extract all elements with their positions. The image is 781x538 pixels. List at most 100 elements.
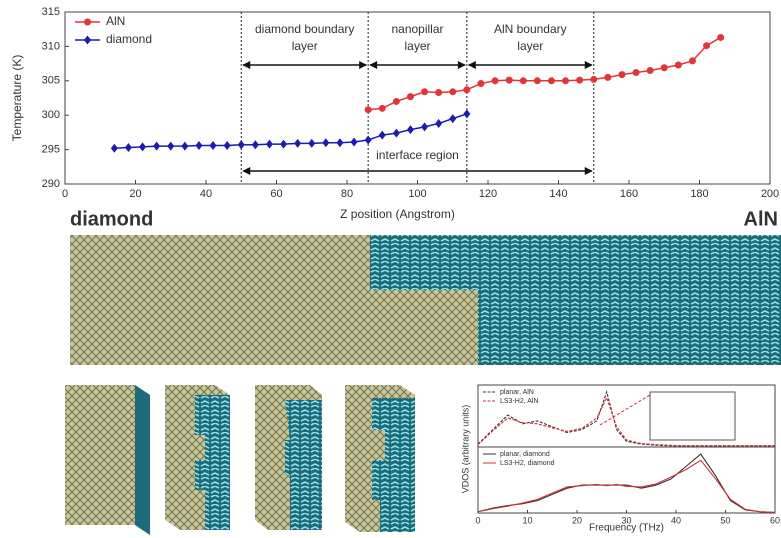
annotation: layer (517, 39, 543, 53)
x-axis-label: Z position (Angstrom) (340, 207, 455, 221)
marker (562, 77, 569, 84)
marker (153, 142, 160, 151)
marker (435, 119, 442, 128)
legend-marker (84, 36, 91, 45)
legend-label: planar, diamond (500, 451, 550, 458)
x-tick-label: 60 (270, 188, 282, 200)
x-tick-label: 20 (572, 515, 582, 525)
marker (252, 140, 259, 149)
legend-label: LS3-H2, AlN (500, 398, 539, 405)
marker (618, 71, 625, 78)
marker (407, 93, 414, 100)
x-tick-label: 10 (522, 515, 532, 525)
marker (534, 77, 541, 84)
annotation: nanopillar (391, 22, 443, 36)
marker (590, 76, 597, 83)
x-tick-label: 60 (770, 515, 780, 525)
marker (280, 140, 287, 149)
marker (308, 139, 315, 148)
marker (224, 141, 231, 150)
marker (421, 88, 428, 95)
annotation: diamond boundary (255, 22, 354, 36)
x-tick-label: 0 (475, 515, 480, 525)
legend-label: planar, AlN (500, 389, 534, 396)
x-tick-label: 160 (620, 188, 638, 200)
annotation: layer (404, 39, 430, 53)
series-line (114, 114, 467, 148)
marker (520, 77, 527, 84)
x-tick-label: 120 (479, 188, 497, 200)
marker (393, 98, 400, 105)
annotation: interface region (376, 148, 459, 162)
right-label: AlN (744, 208, 778, 230)
marker (548, 77, 555, 84)
marker (266, 140, 273, 149)
marker (717, 34, 724, 41)
marker (506, 77, 513, 84)
x-tick-label: 80 (341, 188, 353, 200)
marker (435, 89, 442, 96)
marker (492, 77, 499, 84)
marker (449, 88, 456, 95)
annotation: AlN boundary (494, 22, 567, 36)
y-tick-label: 295 (42, 144, 60, 156)
y-axis-label: Temperature (K) (10, 55, 24, 142)
y-tick-label: 310 (42, 40, 60, 52)
x-axis-label: Frequency (THz) (589, 523, 664, 534)
legend-label: LS3-H2, diamond (500, 460, 555, 467)
marker (633, 69, 640, 76)
marker (675, 61, 682, 68)
legend-label: AlN (106, 14, 125, 28)
annotation: layer (292, 39, 318, 53)
marker (238, 140, 245, 149)
marker (210, 141, 217, 150)
marker (463, 86, 470, 93)
y-tick-label: 300 (42, 109, 60, 121)
marker (477, 80, 484, 87)
x-tick-label: 200 (761, 188, 779, 200)
marker (576, 77, 583, 84)
x-tick-label: 40 (200, 188, 212, 200)
marker (125, 143, 132, 152)
marker (336, 138, 343, 147)
y-axis-label: VDOS (arbitrary units) (460, 405, 470, 494)
marker (365, 106, 372, 113)
marker (647, 67, 654, 74)
x-tick-label: 40 (671, 515, 681, 525)
marker (604, 74, 611, 81)
marker (181, 142, 188, 151)
y-tick-label: 315 (42, 6, 60, 18)
marker (407, 125, 414, 134)
x-tick-label: 100 (408, 188, 426, 200)
marker (393, 129, 400, 138)
x-tick-label: 50 (720, 515, 730, 525)
marker (379, 105, 386, 112)
x-tick-label: 180 (690, 188, 708, 200)
figure: diamond AlN 0 20 40 60 80 100 120 140 160 180 200 2… (0, 0, 781, 538)
inset (650, 392, 735, 440)
legend-label: diamond (106, 32, 152, 46)
y-tick-label: 290 (42, 178, 60, 190)
left-label: diamond (70, 208, 153, 230)
marker (139, 142, 146, 151)
y-tick-label: 305 (42, 75, 60, 87)
legend-marker (84, 19, 91, 26)
marker (167, 142, 174, 151)
marker (294, 139, 301, 148)
marker (421, 122, 428, 131)
atomic-strip (70, 235, 781, 365)
marker (322, 138, 329, 147)
marker (689, 57, 696, 64)
marker (195, 141, 202, 150)
marker (379, 131, 386, 140)
marker (111, 144, 118, 153)
marker (661, 64, 668, 71)
marker (449, 114, 456, 123)
nanopillar-models (65, 385, 415, 535)
marker (351, 138, 358, 147)
marker (463, 109, 470, 118)
x-tick-label: 20 (129, 188, 141, 200)
marker (703, 42, 710, 49)
marker (365, 135, 372, 144)
x-tick-label: 140 (549, 188, 567, 200)
